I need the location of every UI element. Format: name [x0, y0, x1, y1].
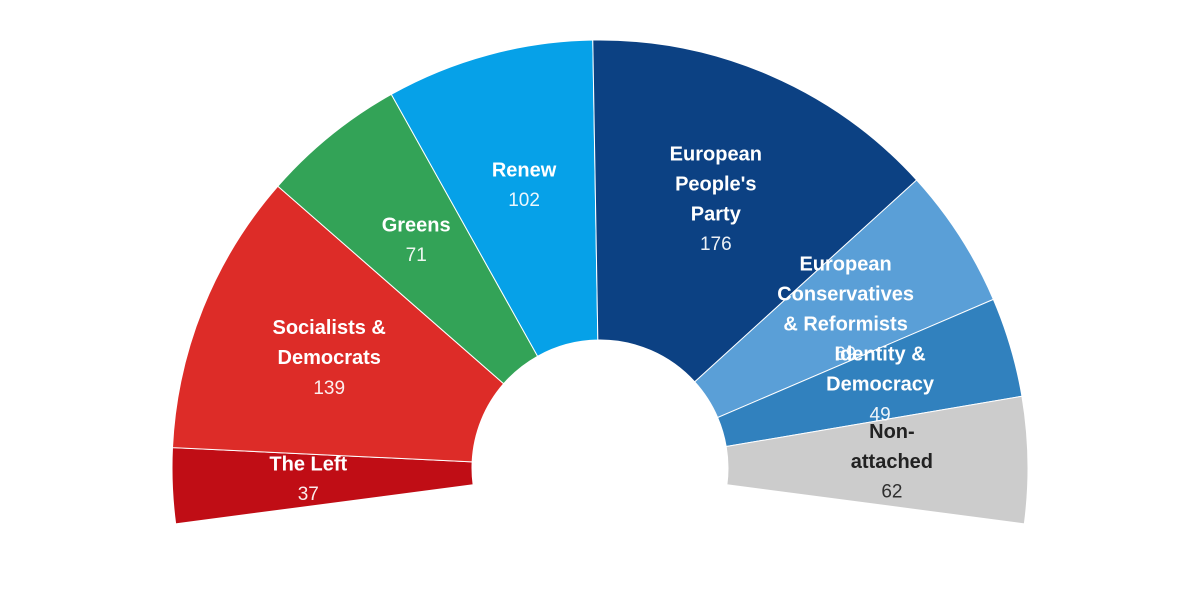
segment-value: 49 — [870, 404, 891, 425]
segment-name: European — [799, 253, 891, 275]
segment-name: Renew — [492, 159, 557, 181]
segment-name: Greens — [382, 214, 451, 236]
segment-name: Conservatives — [777, 283, 914, 305]
label-european-conservatives-reformists: European Conservatives & Reformists 69 — [777, 253, 914, 365]
label-renew: Renew 102 — [492, 159, 557, 211]
chart-slices — [171, 39, 1029, 525]
segment-value: 71 — [406, 245, 427, 266]
chart-labels: The Left 37 Socialists & Democrats 139 Greens… — [269, 143, 934, 505]
segment-name: & Reformists — [783, 313, 907, 335]
slice-socialists-democrats — [171, 185, 505, 463]
slice-non-attached — [725, 395, 1029, 525]
segment-value: 62 — [881, 482, 902, 503]
label-greens: Greens 71 — [382, 214, 451, 266]
segment-name: People's — [675, 173, 756, 195]
segment-name: The Left — [269, 453, 347, 475]
segment-name: attached — [851, 451, 933, 473]
label-identity-democracy: Identity & Democracy 49 — [826, 344, 935, 426]
slice-european-people-s-party — [592, 39, 918, 383]
segment-name: Democracy — [826, 374, 935, 396]
slice-renew — [390, 39, 599, 357]
label-socialists-democrats: Socialists & Democrats 139 — [273, 317, 386, 399]
segment-value: 69 — [835, 344, 856, 365]
segment-name: European — [670, 143, 762, 165]
label-european-people-s-party: European People's Party 176 — [670, 143, 762, 255]
segment-name: Non- — [869, 421, 915, 443]
segment-value: 102 — [508, 190, 540, 211]
segment-name: Socialists & — [273, 317, 386, 339]
segment-name: Democrats — [278, 347, 381, 369]
segment-value: 176 — [700, 234, 732, 255]
label-the-left: The Left 37 — [269, 453, 347, 505]
segment-name: Identity & — [835, 344, 926, 366]
segment-value: 37 — [298, 484, 319, 505]
label-non-attached: Non-attached 62 — [851, 421, 933, 503]
segment-name: Party — [691, 203, 742, 225]
segment-value: 139 — [313, 378, 345, 399]
